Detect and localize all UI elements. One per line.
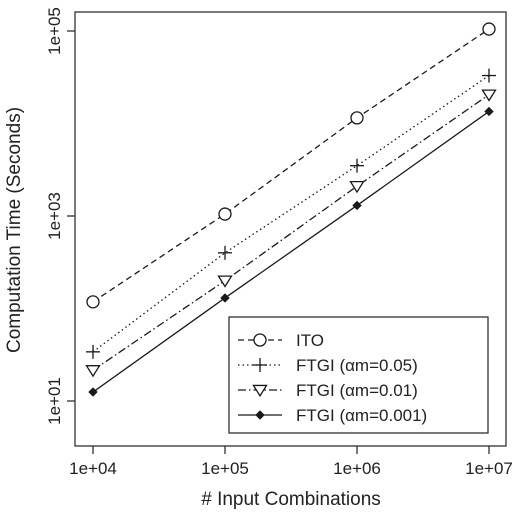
data-point [349,180,365,194]
plot-frame [74,11,507,447]
data-point [218,245,232,260]
data-point [217,275,233,288]
legend-item: FTGI (αm=0.05) [238,356,418,375]
legend-box [228,316,489,434]
series-line [92,75,490,353]
data-point [482,68,496,83]
legend-item: FTGI (αm=0.01) [238,381,418,400]
data-point [86,344,100,359]
legend-item: ITO [238,331,324,350]
x-tick-label: 1e+06 [333,459,381,478]
series-0 [86,22,496,309]
data-point [86,295,100,309]
data-point [220,293,230,303]
series-line [92,94,490,371]
legend-marker [253,358,267,372]
y-tick-label: 1e+01 [45,377,64,425]
x-tick-label: 1e+04 [69,459,117,478]
data-point [218,207,232,221]
legend-label: ITO [296,331,324,350]
legend-marker [255,410,265,420]
y-tick-label: 1e+03 [45,192,64,240]
legend-label: FTGI (αm=0.05) [296,356,418,375]
legend-marker [252,384,268,398]
x-tick-label: 1e+07 [465,459,513,478]
y-axis-title: Computation Time (Seconds) [4,107,25,353]
x-axis: 1e+04 1e+05 1e+06 1e+07 [69,446,513,478]
legend-label: FTGI (αm=0.01) [296,381,418,400]
data-point [88,387,98,397]
series-line [92,110,490,393]
series-3 [88,106,494,397]
legend-item: FTGI (αm=0.001) [238,406,427,425]
series-2 [85,89,497,378]
series-layer [85,22,497,397]
y-tick-label: 1e+05 [45,7,64,55]
series-1 [86,68,496,359]
data-point [350,158,364,173]
x-axis-title: # Input Combinations [201,489,381,510]
x-tick-label: 1e+05 [201,459,249,478]
data-point [482,22,496,36]
data-point [481,89,497,102]
series-line [92,28,490,303]
legend-label: FTGI (αm=0.001) [296,406,427,425]
data-point [85,365,101,378]
data-point [350,111,364,125]
data-point [484,106,494,117]
legend-marker [253,333,267,347]
y-axis: 1e+01 1e+03 1e+05 [45,7,75,425]
legend: ITO FTGI (αm=0.05) FTGI (αm=0.01) FTGI (αm=… [228,316,489,434]
data-point [352,200,362,211]
